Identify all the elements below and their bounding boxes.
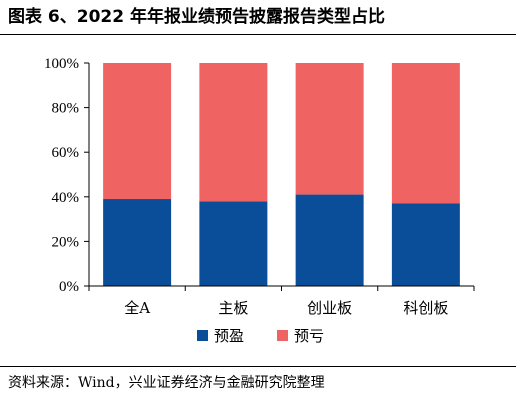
bar-loss-1 [103, 63, 172, 200]
bar-loss-3 [295, 63, 364, 195]
stacked-bar-chart: 0% 20% 40% 60% 80% 100% 全A 主板 创业板 科创板 预盈 预亏 [44, 56, 475, 345]
bar-profit-2 [199, 201, 268, 286]
top-rule [0, 34, 516, 35]
y-tick-label: 0% [59, 279, 79, 295]
x-category-label: 创业板 [307, 299, 352, 317]
bottom-rule [0, 366, 516, 367]
y-tick-label: 20% [52, 234, 80, 250]
x-labels-group: 全A 主板 创业板 科创板 [88, 286, 475, 317]
legend-swatch-profit [197, 330, 208, 341]
bar-profit-4 [391, 203, 460, 286]
bar-loss-2 [199, 63, 268, 202]
chart-title: 图表 6、2022 年年报业绩预告披露报告类型占比 [8, 7, 385, 27]
y-ticks-group: 0% 20% 40% 60% 80% 100% [44, 56, 89, 295]
bar-loss-4 [391, 63, 460, 204]
bar-profit-3 [295, 194, 364, 286]
x-category-label: 主板 [218, 299, 248, 317]
x-category-label: 全A [124, 299, 150, 317]
x-category-label: 科创板 [403, 299, 448, 317]
y-tick-label: 100% [44, 56, 79, 72]
legend-swatch-loss [277, 330, 288, 341]
y-tick-label: 40% [52, 190, 80, 206]
legend-label-loss: 预亏 [294, 327, 324, 345]
legend: 预盈 预亏 [197, 327, 324, 345]
legend-label-profit: 预盈 [214, 327, 244, 345]
bars-group [103, 63, 460, 286]
bar-profit-1 [103, 199, 172, 286]
source-note: 资料来源：Wind，兴业证券经济与金融研究院整理 [8, 375, 325, 391]
y-tick-label: 80% [52, 101, 80, 117]
y-tick-label: 60% [52, 145, 80, 161]
